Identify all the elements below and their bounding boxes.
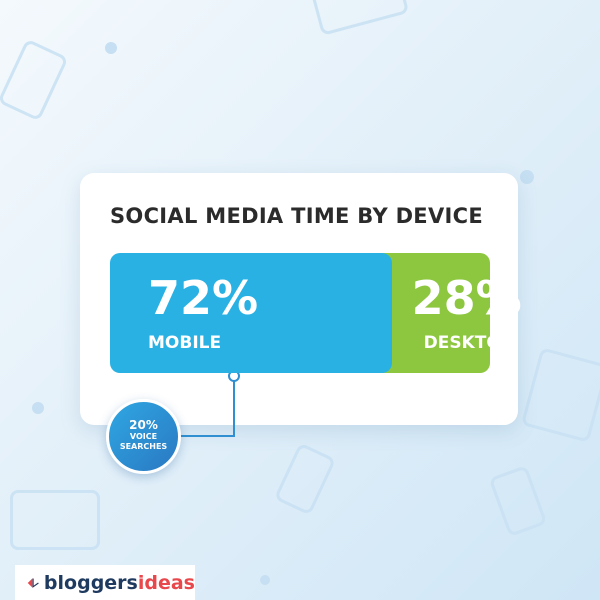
connector-line (233, 378, 235, 436)
bar-segment-desktop: 28% DESKTOP (379, 253, 522, 373)
phone-decoration-icon (488, 465, 548, 537)
chart-title: SOCIAL MEDIA TIME BY DEVICE (110, 204, 483, 228)
phone-decoration-icon (0, 38, 69, 122)
voice-searches-value: 20% (129, 418, 158, 432)
logo-text-part2: ideas (137, 571, 195, 594)
bar-segment-mobile: 72% MOBILE (110, 253, 392, 373)
data-label-mobile: 72% (148, 271, 259, 325)
logo-text-part1: bloggers (43, 571, 138, 594)
logo-mark-icon (27, 577, 39, 588)
category-label-desktop: DESKTOP (423, 333, 514, 353)
decoration-dot (260, 575, 270, 585)
laptop-decoration-icon (310, 0, 410, 36)
decoration-dot (105, 42, 117, 54)
phone-decoration-icon (273, 442, 337, 516)
laptop-decoration-icon (520, 347, 600, 443)
decoration-dot (32, 402, 44, 414)
voice-searches-label-2: SEARCHES (119, 442, 168, 451)
voice-searches-badge: 20% VOICE SEARCHES (106, 399, 181, 474)
category-label-mobile: MOBILE (148, 333, 222, 353)
connector-line (178, 435, 235, 437)
bloggersideas-logo: bloggers ideas (15, 565, 195, 600)
voice-searches-label-1: VOICE (129, 432, 158, 441)
data-label-desktop: 28% (411, 271, 522, 325)
laptop-decoration-icon (10, 490, 100, 550)
decoration-dot (520, 170, 534, 184)
